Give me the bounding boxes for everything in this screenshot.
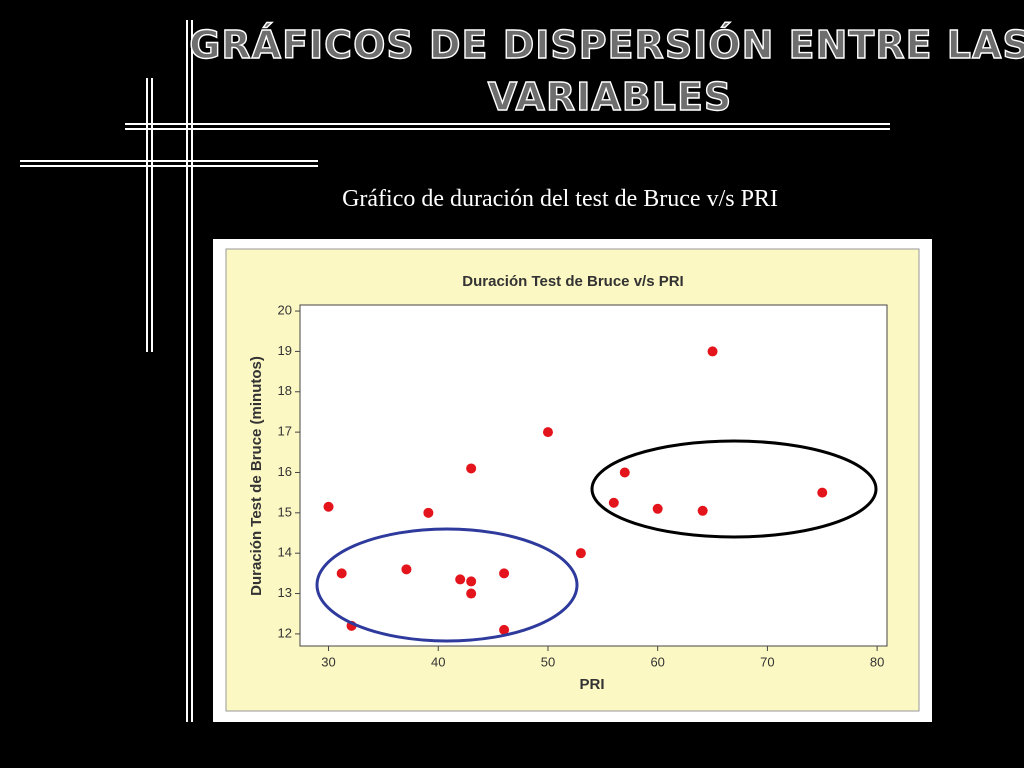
point: [707, 346, 718, 357]
x-tick-label: 50: [541, 654, 555, 669]
point: [466, 588, 477, 599]
y-tick-label: 17: [278, 424, 292, 439]
x-axis-label: PRI: [579, 676, 604, 693]
x-tick-label: 70: [760, 654, 774, 669]
y-tick-label: 13: [278, 585, 292, 600]
x-tick-label: 30: [321, 654, 335, 669]
slide-subtitle: Gráfico de duración del test de Bruce v/…: [342, 186, 778, 212]
point: [466, 463, 477, 474]
highlight-ellipse: [590, 439, 878, 539]
decor-lines: [20, 20, 890, 722]
point: [423, 507, 434, 518]
point: [401, 564, 412, 575]
point: [455, 574, 466, 585]
point: [575, 548, 586, 559]
point: [499, 624, 510, 635]
point: [542, 427, 553, 438]
point: [817, 487, 828, 498]
slide-title: VARIABLES: [488, 75, 733, 119]
point: [499, 568, 510, 579]
plot-area: [299, 304, 888, 647]
highlight-ellipse: [315, 527, 579, 643]
point: [323, 501, 334, 512]
point: [466, 576, 477, 587]
point: [697, 505, 708, 516]
y-tick-label: 16: [278, 464, 292, 479]
point: [336, 568, 347, 579]
y-tick-label: 15: [278, 504, 292, 519]
x-tick-label: 40: [431, 654, 445, 669]
x-tick-label: 60: [650, 654, 664, 669]
y-tick-label: 19: [278, 343, 292, 358]
point: [619, 467, 630, 478]
y-tick-label: 14: [278, 545, 292, 560]
slide-title: GRÁFICOS DE DISPERSIÓN ENTRE LAS: [189, 23, 1024, 67]
point: [652, 503, 663, 514]
x-tick-label: 80: [870, 654, 884, 669]
y-tick-label: 18: [278, 383, 292, 398]
chart-title: Duración Test de Bruce v/s PRI: [462, 273, 683, 290]
y-tick-label: 12: [278, 625, 292, 640]
point: [608, 497, 619, 508]
y-axis-label: Duración Test de Bruce (minutos): [248, 356, 265, 596]
y-tick-label: 20: [278, 302, 292, 317]
